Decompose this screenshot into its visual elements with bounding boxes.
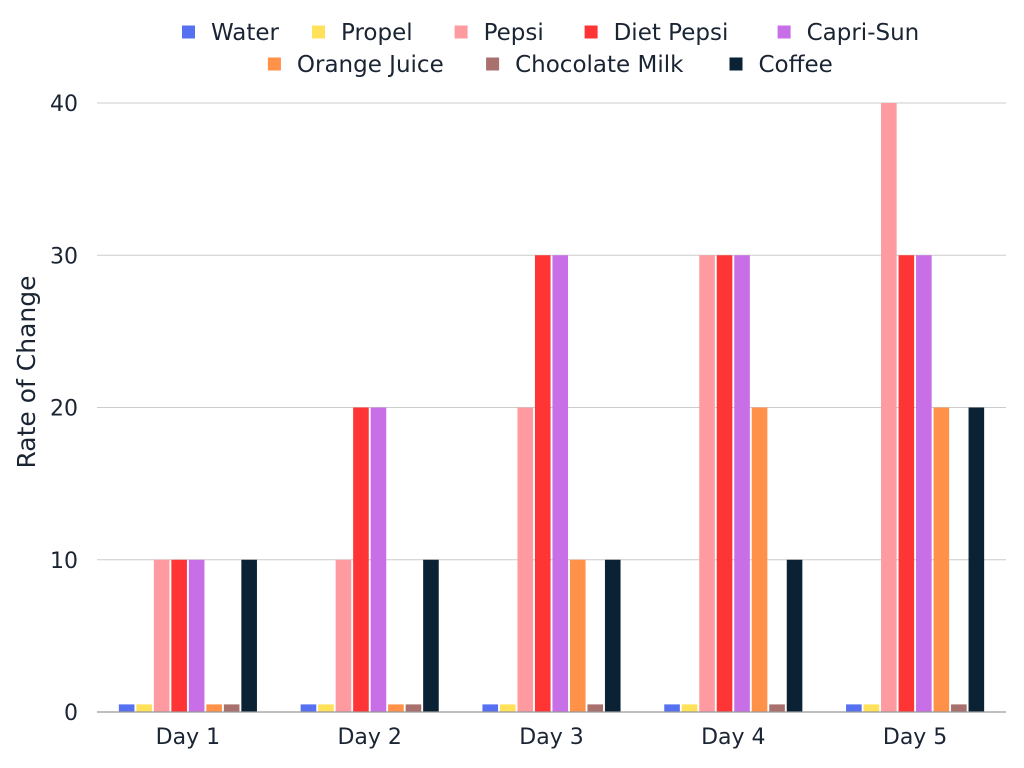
bar-capri-sun-1 [188, 559, 205, 712]
legend-label-pepsi: Pepsi [484, 20, 544, 46]
bar-chocolate-milk-4 [769, 704, 785, 712]
bar-coffee-3 [604, 559, 621, 712]
bar-pepsi-1 [153, 559, 170, 712]
legend-label-water: Water [211, 20, 280, 46]
y-tick-label: 10 [50, 549, 78, 574]
legend-swatch-coffee [729, 57, 743, 71]
bar-orange-juice-5 [933, 407, 950, 712]
legend-label-propel: Propel [341, 20, 413, 46]
bar-propel-5 [863, 704, 880, 712]
bar-chocolate-milk-3 [587, 704, 604, 712]
y-axis-ticks: 0 10 20 30 40 [50, 92, 78, 726]
legend-swatch-water [182, 25, 195, 39]
bar-diet-pepsi-4 [716, 255, 733, 712]
bar-coffee-1 [241, 559, 257, 712]
x-axis-ticks: Day 1 Day 2 Day 3 Day 4 Day 5 [156, 725, 948, 750]
bar-orange-juice-4 [751, 407, 768, 712]
legend-swatch-capri-sun [777, 25, 791, 39]
bar-propel-3 [499, 704, 516, 712]
bar-water-4 [664, 704, 680, 712]
bar-propel-4 [681, 704, 698, 712]
bar-pepsi-2 [335, 559, 352, 712]
x-tick-label: Day 2 [337, 725, 401, 750]
legend-label-orange-juice: Orange Juice [297, 52, 444, 78]
legend-swatch-pepsi [454, 25, 468, 39]
legend-swatch-propel [312, 25, 325, 39]
bar-diet-pepsi-5 [898, 255, 915, 712]
bar-orange-juice-3 [569, 559, 586, 712]
bar-coffee-5 [968, 407, 985, 712]
bar-coffee-4 [786, 559, 803, 712]
bars [118, 103, 985, 712]
bar-water-1 [118, 704, 135, 712]
legend: Water Propel Pepsi Diet Pepsi Capri-Sun Orang… [182, 20, 919, 78]
legend-label-diet-pepsi: Diet Pepsi [614, 20, 729, 46]
bar-propel-1 [136, 704, 152, 712]
y-tick-label: 40 [50, 92, 78, 117]
x-tick-label: Day 4 [701, 725, 765, 750]
bar-capri-sun-2 [370, 407, 387, 712]
bar-diet-pepsi-1 [171, 559, 187, 712]
bar-capri-sun-4 [734, 255, 750, 712]
legend-swatch-orange-juice [267, 57, 281, 71]
legend-swatch-chocolate-milk [486, 57, 500, 71]
x-tick-label: Day 1 [156, 725, 220, 750]
legend-swatch-diet-pepsi [584, 25, 598, 39]
bar-water-5 [846, 704, 862, 712]
bar-orange-juice-2 [388, 704, 404, 712]
bar-capri-sun-3 [552, 255, 569, 712]
bar-water-2 [300, 704, 317, 712]
y-axis-title: Rate of Change [12, 275, 41, 468]
y-tick-label: 20 [50, 397, 78, 422]
bar-coffee-2 [423, 559, 439, 712]
legend-label-capri-sun: Capri-Sun [807, 20, 920, 46]
bar-capri-sun-5 [916, 255, 932, 712]
y-tick-label: 0 [64, 701, 78, 726]
y-tick-label: 30 [50, 244, 78, 269]
x-tick-label: Day 5 [883, 725, 947, 750]
bar-chocolate-milk-1 [223, 704, 240, 712]
bar-orange-juice-1 [206, 704, 222, 712]
bar-pepsi-5 [881, 103, 897, 712]
bar-pepsi-3 [517, 407, 534, 712]
grid-lines [97, 102, 1006, 561]
bar-diet-pepsi-2 [353, 407, 369, 712]
x-tick-label: Day 3 [519, 725, 583, 750]
bar-pepsi-4 [699, 255, 715, 712]
bar-diet-pepsi-3 [534, 255, 551, 712]
legend-label-chocolate-milk: Chocolate Milk [515, 52, 684, 78]
bar-water-3 [482, 704, 499, 712]
bar-propel-2 [318, 704, 334, 712]
bar-chocolate-milk-2 [405, 704, 422, 712]
legend-label-coffee: Coffee [759, 52, 833, 78]
bar-chocolate-milk-5 [951, 704, 967, 712]
